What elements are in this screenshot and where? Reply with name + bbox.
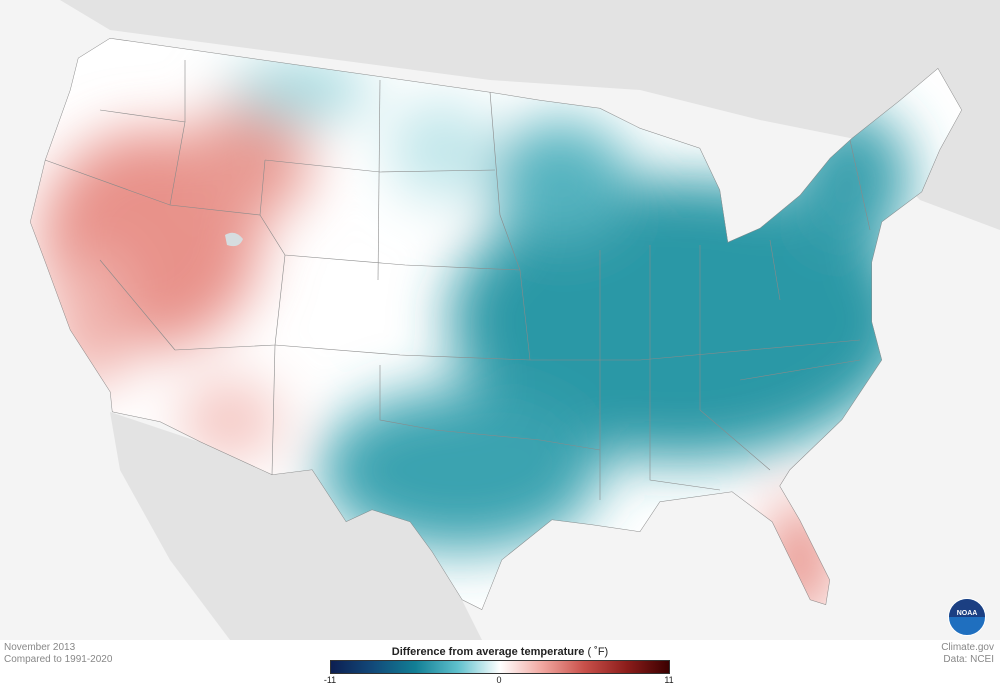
mexico-land [110,412,482,640]
canada-land [60,0,1000,230]
great-salt-lake [225,232,243,247]
noaa-logo: NOAA [948,598,986,636]
temperature-anomaly-map [30,0,1000,640]
credits: Climate.gov Data: NCEI [941,642,994,666]
source-label: Data: NCEI [943,654,994,665]
map-meta: November 2013 Compared to 1991-2020 [4,642,112,666]
credit-label: Climate.gov [941,642,994,653]
legend-footer: November 2013 Compared to 1991-2020 Diff… [0,640,1000,690]
legend-title: Difference from average temperature ( ˚F… [391,646,609,658]
legend-tick-min: -11 [323,675,337,685]
baseline-label: Compared to 1991-2020 [4,654,113,665]
state-borders [44,60,871,500]
color-scale-bar [330,660,670,674]
period-label: November 2013 [4,642,76,653]
legend-tick-zero: 0 [496,675,502,685]
legend-tick-max: 11 [664,675,674,685]
